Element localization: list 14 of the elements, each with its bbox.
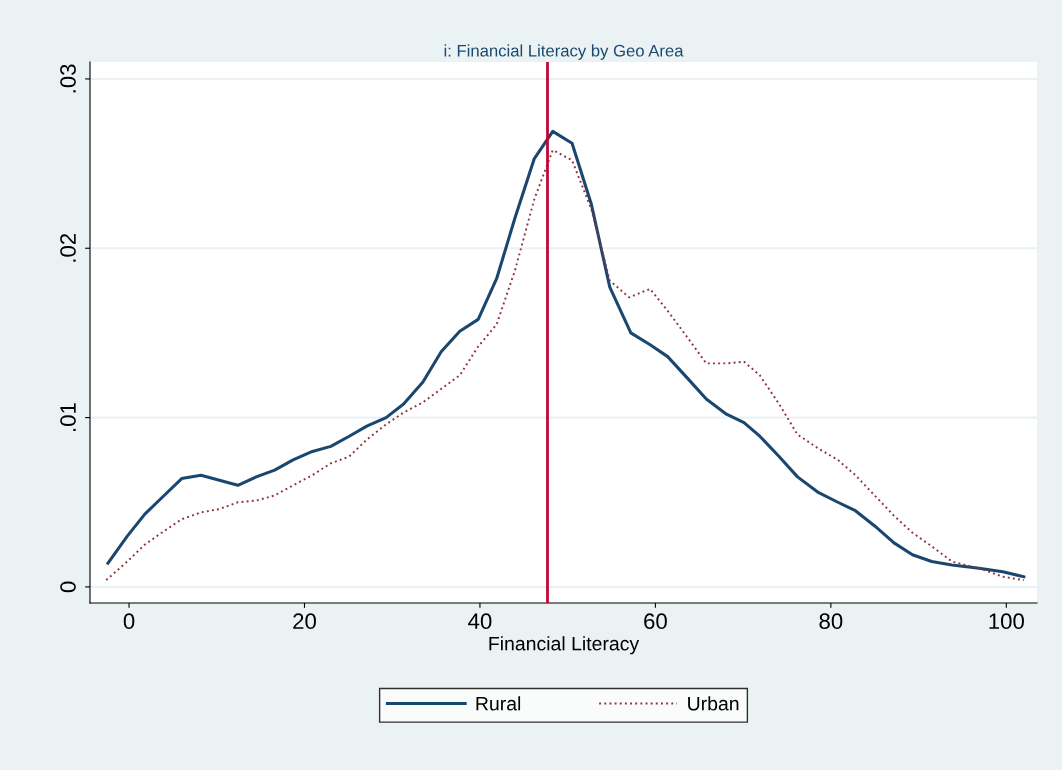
legend-label: Rural: [476, 696, 521, 711]
x-tick-label: 60: [644, 613, 667, 630]
x-tick-label: 40: [468, 613, 492, 630]
legend-label: Urban: [688, 696, 739, 711]
x-tick-label: 100: [989, 613, 1024, 630]
y-tick-label: .01: [60, 403, 76, 431]
y-tick-label: 0: [60, 581, 76, 593]
y-tick-label: .02: [60, 233, 76, 262]
x-tick-label: 0: [123, 613, 135, 630]
x-axis-title: Financial Literacy: [489, 636, 640, 655]
x-tick-label: 20: [293, 613, 316, 630]
chart-title: i: Financial Literacy by Geo Area: [444, 44, 684, 60]
y-tick-label: .03: [60, 64, 76, 93]
x-tick-label: 80: [819, 613, 843, 630]
